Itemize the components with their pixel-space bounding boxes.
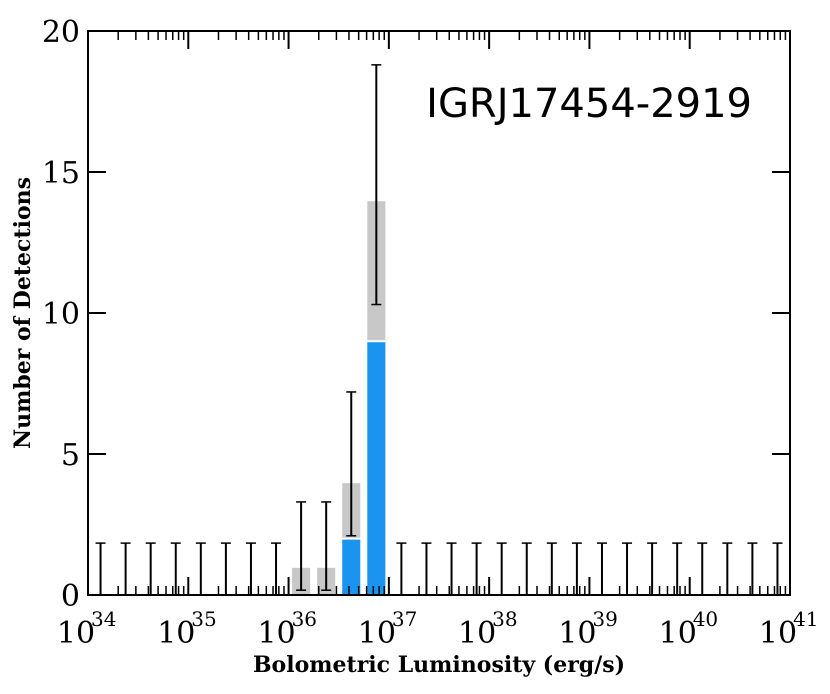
- x-tick-base-37: 10: [358, 616, 396, 651]
- chart-title: IGRJ17454-2919: [426, 81, 752, 127]
- y-tick-label-0: 0: [61, 579, 80, 614]
- x-tick-base-41: 10: [759, 616, 797, 651]
- x-tick-label-37: 10: [358, 616, 396, 651]
- x-tick-label-41: 10: [759, 616, 797, 651]
- y-tick-label-15: 15: [42, 156, 80, 191]
- x-tick-exponent-41: 41: [793, 607, 818, 631]
- x-tick-exponent-40: 40: [693, 607, 718, 631]
- x-tick-label-34: 10: [57, 616, 95, 651]
- x-tick-label-36: 10: [257, 616, 295, 651]
- x-tick-label-39: 10: [558, 616, 596, 651]
- x-tick-exponent-39: 39: [592, 607, 617, 631]
- x-tick-exponent-36: 36: [292, 607, 317, 631]
- x-axis-label: Bolometric Luminosity (erg/s): [253, 652, 625, 678]
- x-tick-exponent-34: 34: [91, 607, 116, 631]
- x-tick-label-38: 10: [458, 616, 496, 651]
- y-tick-label-20: 20: [42, 15, 80, 50]
- y-tick-label-10: 10: [42, 297, 80, 332]
- y-tick-label-5: 5: [61, 438, 80, 473]
- x-tick-exponent-35: 35: [191, 607, 216, 631]
- bar-series1-bin1: [365, 340, 388, 597]
- error-bars-layer: [95, 64, 783, 595]
- x-tick-base-35: 10: [157, 616, 195, 651]
- x-tick-base-38: 10: [458, 616, 496, 651]
- x-tick-base-36: 10: [257, 616, 295, 651]
- x-tick-exponent-37: 37: [392, 607, 417, 631]
- x-tick-base-39: 10: [558, 616, 596, 651]
- y-axis-label: Number of Detections: [10, 177, 36, 449]
- x-tick-label-40: 10: [659, 616, 697, 651]
- x-tick-base-40: 10: [659, 616, 697, 651]
- ticks-layer: [87, 30, 791, 596]
- x-tick-label-35: 10: [157, 616, 195, 651]
- x-tick-base-34: 10: [57, 616, 95, 651]
- x-tick-exponent-38: 38: [492, 607, 517, 631]
- bars-layer: [290, 199, 388, 597]
